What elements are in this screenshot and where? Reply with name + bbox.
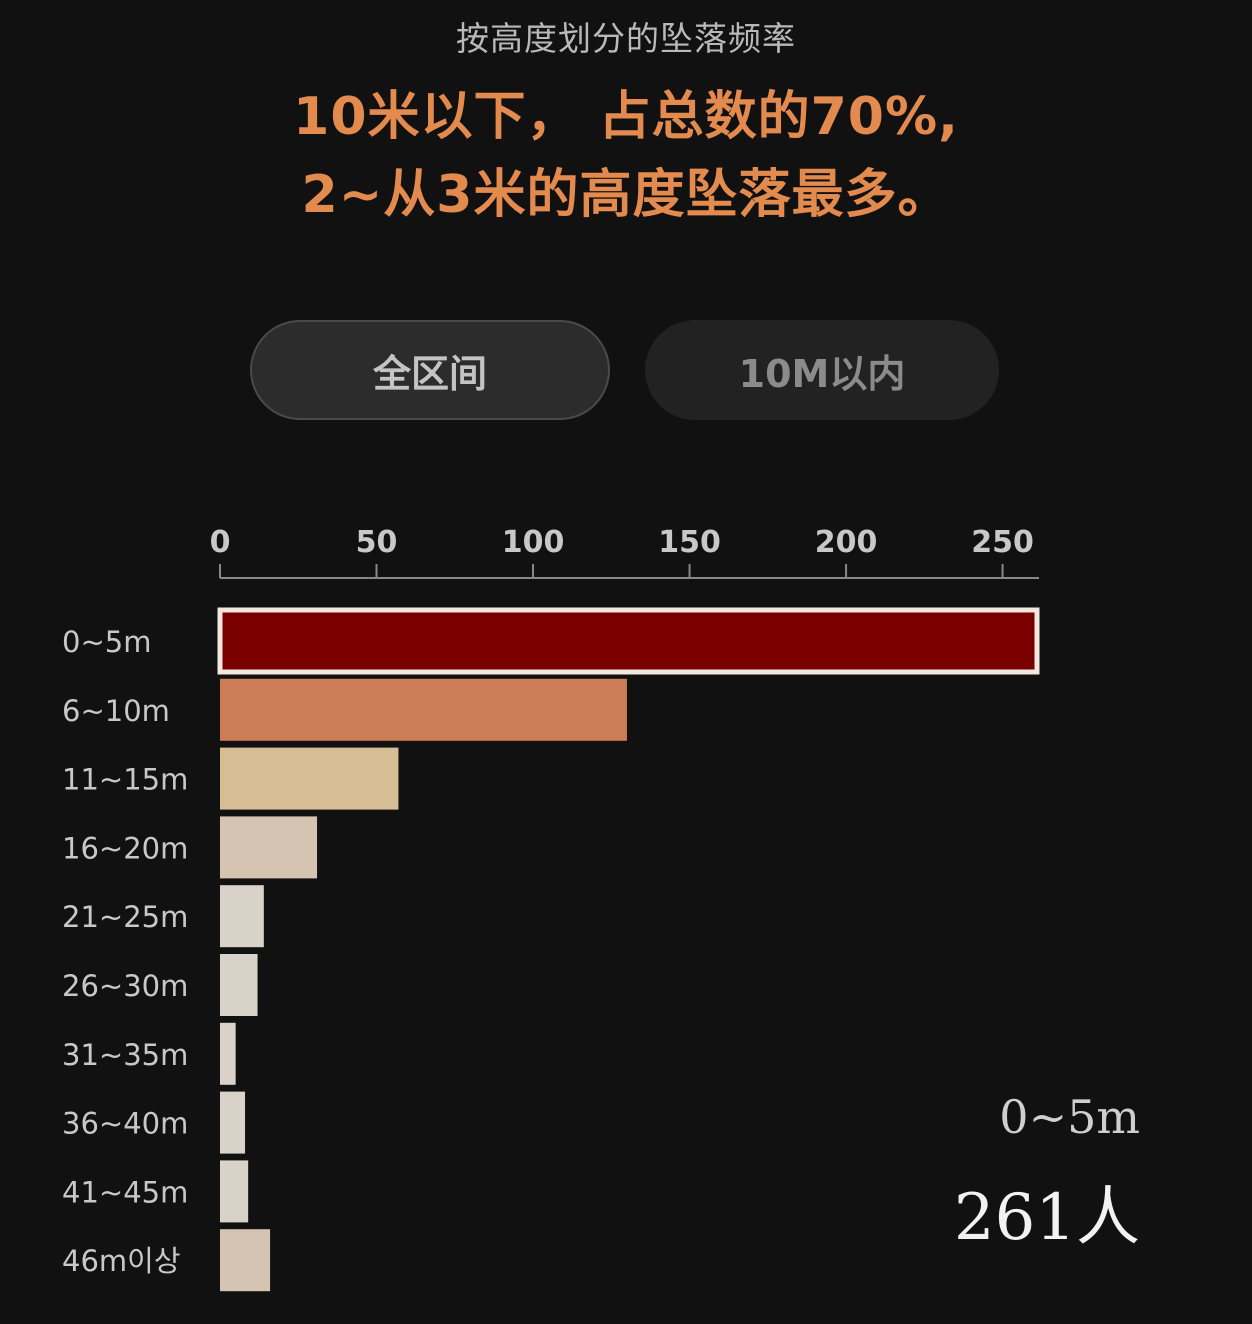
x-tick-label-2: 100 [502, 525, 565, 560]
bar-7 [220, 1091, 246, 1154]
bar-4 [220, 885, 264, 948]
category-label-2: 11~15m [62, 763, 188, 797]
category-label-9: 46m이상 [62, 1244, 181, 1278]
headline: 10米以下， 占总数的70%, 2~从3米的高度坠落最多。 [0, 78, 1252, 234]
chart-subtitle: 按高度划分的坠落频率 [456, 19, 796, 58]
category-label-7: 36~40m [62, 1107, 188, 1141]
x-tick-label-4: 200 [815, 525, 878, 560]
bar-chart: 0 50 100 150 200 250 0~5m 6~10m 11~15m 16~20m 21~2… [62, 525, 1040, 1292]
bar-8 [220, 1160, 249, 1223]
x-tick-label-3: 150 [658, 525, 721, 560]
tooltip: 0~5m 261人 [900, 1090, 1140, 1258]
bar-5 [220, 954, 258, 1016]
category-label-6: 31~35m [62, 1038, 188, 1072]
category-label-8: 41~45m [62, 1175, 188, 1209]
bar-2 [220, 747, 399, 810]
bar-6 [220, 1022, 236, 1085]
tab-all-range[interactable]: 全区间 [250, 320, 610, 420]
x-tick-label-5: 250 [971, 525, 1034, 560]
tooltip-range: 0~5m [999, 1090, 1140, 1144]
category-label-4: 21~25m [62, 900, 188, 934]
category-label-3: 16~20m [62, 831, 188, 865]
category-label-5: 26~30m [62, 969, 188, 1003]
tooltip-count: 261人 [953, 1181, 1140, 1255]
bar-1 [220, 678, 627, 741]
headline-line-2: 2~从3米的高度坠落最多。 [301, 165, 951, 225]
bar-9 [220, 1229, 271, 1292]
x-tick-label-0: 0 [210, 525, 231, 560]
tab-within-10m[interactable]: 10M以内 [645, 320, 999, 420]
headline-line-1: 10米以下， 占总数的70%, [293, 87, 959, 147]
category-label-1: 6~10m [62, 694, 170, 728]
category-label-0: 0~5m [62, 625, 151, 659]
bar-3 [220, 816, 318, 879]
bar-0 [217, 607, 1040, 675]
x-tick-label-1: 50 [356, 525, 398, 560]
